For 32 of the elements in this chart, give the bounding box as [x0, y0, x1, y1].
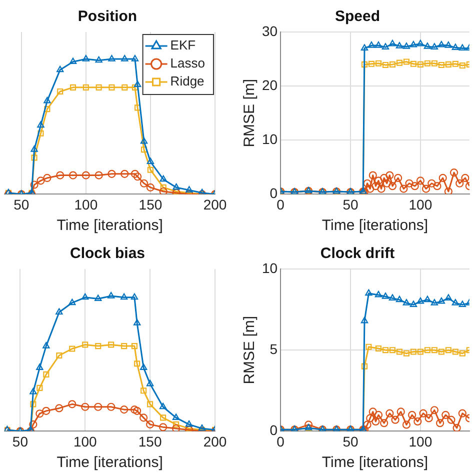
x-tick-label: 150: [138, 196, 162, 212]
chart-title: Clock drift: [320, 245, 395, 262]
x-tick-label: 100: [408, 196, 432, 212]
y-tick-label: 0: [270, 422, 278, 438]
x-tick-label: 150: [138, 433, 162, 450]
y-tick-label: 20: [262, 76, 278, 93]
legend-label: EKF: [170, 38, 196, 53]
x-tick-label: 200: [203, 196, 227, 212]
y-tick-label: 0: [270, 185, 278, 202]
y-tick-label: 30: [262, 22, 278, 39]
x-axis-title: Time [iterations]: [56, 454, 163, 472]
y-axis-title: RMSE [m]: [241, 316, 258, 384]
y-axis-title: RMSE [m]: [241, 78, 258, 148]
y-tick-label: 10: [262, 130, 278, 147]
chart-title: Clock bias: [70, 245, 146, 262]
y-tick-label: 5: [270, 340, 278, 357]
x-axis-title: Time [iterations]: [322, 217, 428, 234]
x-axis-title: Time [iterations]: [322, 454, 428, 472]
x-tick-label: 50: [342, 196, 359, 212]
x-tick-label: 50: [14, 196, 30, 212]
legend-label: Lasso: [170, 56, 206, 71]
x-tick-label: 100: [73, 433, 98, 450]
chart-title: Speed: [334, 8, 380, 26]
x-tick-label: 50: [12, 433, 28, 450]
legend-label: Ridge: [170, 74, 204, 89]
x-tick-label: 200: [203, 433, 227, 450]
chart-title: Position: [78, 8, 138, 26]
x-axis-title: Time [iterations]: [56, 217, 163, 234]
x-tick-label: 50: [342, 433, 359, 450]
x-tick-label: 100: [408, 433, 432, 450]
x-tick-label: 100: [74, 196, 98, 212]
y-tick-label: 10: [262, 260, 278, 276]
